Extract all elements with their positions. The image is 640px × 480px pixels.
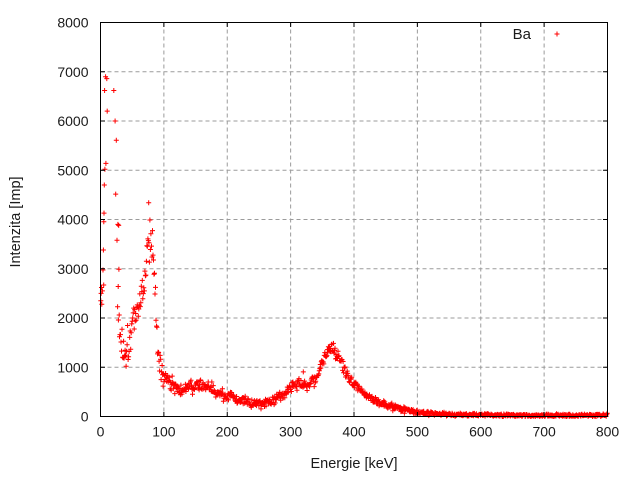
legend-marker-icon xyxy=(554,31,560,37)
x-tick-label: 500 xyxy=(406,424,430,440)
y-tick-label: 4000 xyxy=(57,212,88,228)
x-axis-title: Energie [keV] xyxy=(310,456,397,472)
y-tick-label: 0 xyxy=(81,409,89,425)
y-tick-label: 6000 xyxy=(57,113,88,129)
x-tick-label: 200 xyxy=(216,424,240,440)
y-tick-label: 8000 xyxy=(57,15,88,31)
y-tick-label: 5000 xyxy=(57,162,88,178)
x-tick-label: 300 xyxy=(279,424,303,440)
x-tick-label: 100 xyxy=(152,424,176,440)
y-tick-label: 2000 xyxy=(57,310,88,326)
x-tick-label: 700 xyxy=(532,424,556,440)
x-tick-label: 0 xyxy=(97,424,105,440)
y-axis-title: Intenzita [Imp] xyxy=(8,176,24,267)
y-tick-label: 3000 xyxy=(57,261,88,277)
x-tick-label: 600 xyxy=(469,424,493,440)
y-tick-label: 7000 xyxy=(57,64,88,80)
axis-ticks xyxy=(100,22,608,417)
x-tick-label: 400 xyxy=(342,424,366,440)
y-tick-label: 1000 xyxy=(57,359,88,375)
x-tick-label: 800 xyxy=(596,424,620,440)
legend-label: Ba xyxy=(513,26,532,43)
grid-lines xyxy=(100,22,608,417)
